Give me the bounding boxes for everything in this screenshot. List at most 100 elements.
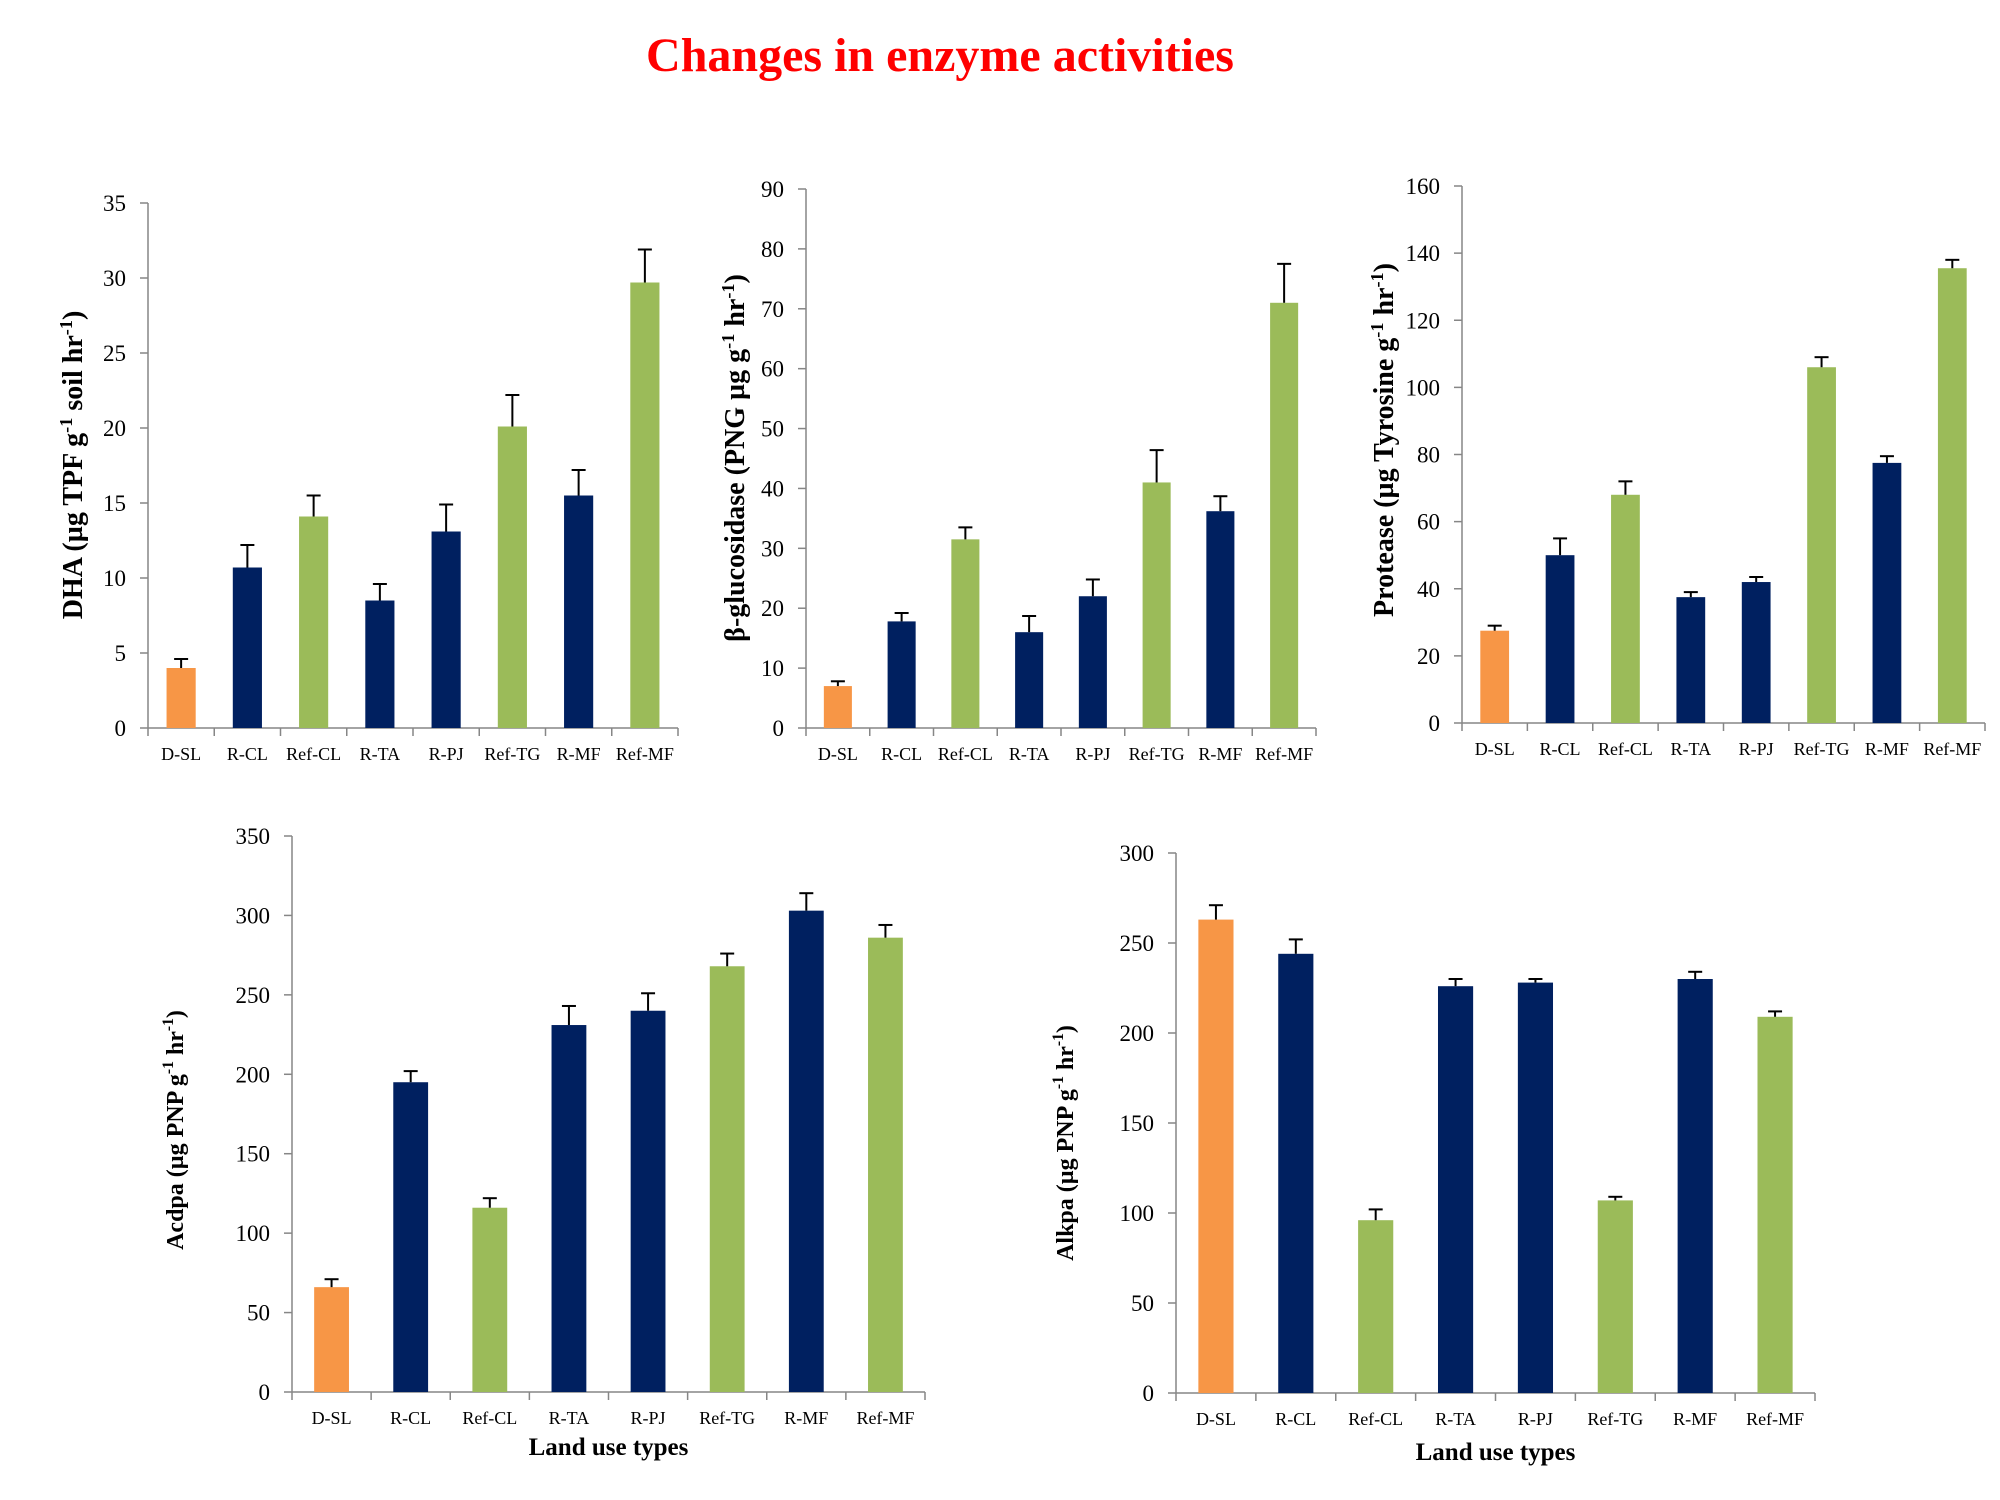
bar-r-cl (393, 1082, 429, 1392)
x-tick-label: R-MF (1198, 744, 1242, 764)
x-tick-label: D-SL (161, 744, 201, 764)
y-tick-label: 100 (236, 1221, 271, 1246)
bar-ref-cl (1358, 1220, 1394, 1393)
y-axis-label-part: -1 (56, 418, 76, 433)
y-tick-label: 10 (761, 656, 784, 681)
y-axis-label-part: DHA (µg TPF g (58, 433, 89, 619)
y-tick-label: 0 (773, 716, 785, 741)
y-tick-label: 50 (1131, 1291, 1154, 1316)
bar-d-sl (823, 686, 852, 728)
y-axis-label-part: hr (720, 299, 751, 334)
y-axis-label: Protease (µg Tyrosine g-1 hr-1) (1367, 263, 1400, 617)
bar-ref-tg (497, 426, 527, 728)
y-axis-label: Alkpa (µg PNP g-1 hr-1) (1050, 1025, 1079, 1261)
y-axis-label-part: -1 (160, 1061, 177, 1074)
x-tick-label: R-TA (1435, 1409, 1476, 1429)
y-tick-label: 0 (1429, 711, 1441, 736)
bar-r-mf (788, 910, 824, 1392)
x-tick-label: Ref-TG (699, 1408, 755, 1428)
y-axis-label-part: ) (1369, 263, 1400, 272)
x-tick-label: Ref-CL (1348, 1409, 1403, 1429)
x-tick-label: R-PJ (1075, 744, 1110, 764)
bar-r-cl (1545, 555, 1575, 723)
bar-ref-mf (1270, 302, 1299, 728)
y-tick-label: 150 (1120, 1111, 1155, 1136)
bar-ref-mf (1757, 1016, 1793, 1393)
bar-ref-tg (709, 966, 745, 1392)
bar-r-pj (431, 531, 461, 728)
x-tick-label: Ref-TG (1587, 1409, 1643, 1429)
y-tick-label: 50 (247, 1301, 270, 1326)
y-axis-label-part: -1 (56, 320, 76, 335)
x-tick-label: Ref-MF (1746, 1409, 1804, 1429)
y-tick-label: 140 (1406, 241, 1441, 266)
bar-d-sl (1198, 919, 1234, 1393)
y-tick-label: 100 (1120, 1201, 1155, 1226)
y-tick-label: 0 (259, 1380, 271, 1405)
y-tick-label: 250 (236, 983, 271, 1008)
bar-r-ta (1015, 632, 1044, 728)
y-axis-label-part: Alkpa (µg PNP g (1053, 1089, 1079, 1261)
y-tick-label: 0 (115, 716, 127, 741)
y-axis-label-part: soil hr (58, 335, 89, 417)
bar-r-ta (1437, 986, 1474, 1393)
y-axis-label-part: -1 (1050, 1076, 1067, 1089)
y-tick-label: 200 (236, 1062, 271, 1087)
y-tick-label: 20 (761, 596, 784, 621)
bar-r-cl (887, 621, 916, 728)
y-axis-label-part: hr (163, 1031, 189, 1061)
x-tick-label: R-CL (227, 744, 268, 764)
y-tick-label: 300 (236, 903, 271, 928)
bar-d-sl (1480, 630, 1510, 723)
y-tick-label: 10 (103, 566, 126, 591)
bar-r-pj (630, 1010, 666, 1392)
y-axis-label: β-glucosidase (PNG µg g-1 hr-1) (718, 274, 751, 642)
y-axis-label-part: -1 (718, 284, 738, 299)
x-tick-label: R-PJ (1518, 1409, 1553, 1429)
page-title: Changes in enzyme activities (646, 29, 1234, 82)
x-tick-label: D-SL (1475, 739, 1515, 759)
y-axis-label-part: Protease (µg Tyrosine g (1369, 338, 1400, 617)
y-tick-label: 350 (236, 824, 271, 849)
x-tick-label: R-CL (1275, 1409, 1316, 1429)
y-tick-label: 30 (103, 266, 126, 291)
x-tick-label: R-TA (1671, 739, 1712, 759)
x-tick-label: R-MF (557, 744, 601, 764)
bar-r-ta (365, 600, 395, 728)
x-tick-label: Ref-CL (938, 744, 993, 764)
bar-r-pj (1517, 982, 1554, 1393)
y-tick-label: 5 (115, 641, 127, 666)
bar-r-ta (1676, 597, 1706, 723)
y-tick-label: 60 (1417, 510, 1440, 535)
x-axis-label: Land use types (1416, 1439, 1576, 1466)
y-tick-label: 80 (1417, 443, 1440, 468)
y-axis-label-part: -1 (1050, 1033, 1067, 1046)
y-axis-label-part: -1 (718, 334, 738, 349)
y-tick-label: 60 (761, 357, 784, 382)
x-tick-label: Ref-TG (1129, 744, 1185, 764)
bar-ref-mf (1937, 268, 1967, 723)
x-tick-label: R-PJ (631, 1408, 666, 1428)
bar-ref-cl (1611, 494, 1640, 723)
bar-ref-tg (1807, 367, 1836, 723)
y-tick-label: 20 (1417, 644, 1440, 669)
bar-ref-cl (299, 516, 329, 728)
y-tick-label: 30 (761, 536, 784, 561)
bar-ref-cl (472, 1207, 508, 1392)
x-tick-label: Ref-CL (462, 1408, 517, 1428)
y-tick-label: 150 (236, 1142, 271, 1167)
y-axis-label-part: hr (1369, 288, 1400, 323)
y-tick-label: 15 (103, 491, 126, 516)
x-tick-label: R-MF (1865, 739, 1909, 759)
x-tick-label: Ref-MF (616, 744, 674, 764)
x-tick-label: R-TA (1009, 744, 1050, 764)
bar-r-pj (1078, 596, 1107, 728)
y-axis-label-part: -1 (160, 1018, 177, 1031)
bar-r-mf (1677, 979, 1713, 1393)
x-tick-label: Ref-MF (1255, 744, 1313, 764)
x-tick-label: D-SL (312, 1408, 352, 1428)
